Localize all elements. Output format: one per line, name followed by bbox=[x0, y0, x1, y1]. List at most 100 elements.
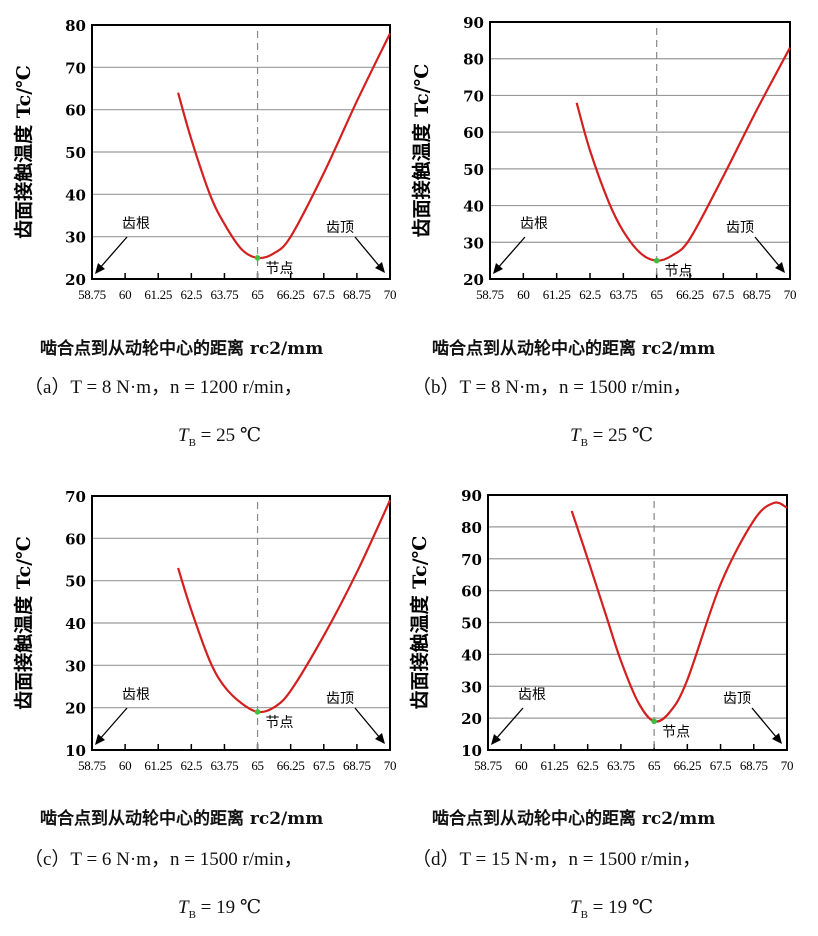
caption-d-line2: TB = 19 ℃ bbox=[570, 897, 654, 921]
y-tick-label: 40 bbox=[463, 198, 484, 216]
tip-arrowhead bbox=[775, 262, 785, 273]
tip-label: 齿顶 bbox=[326, 220, 354, 236]
x-tick-label: 67.5 bbox=[710, 758, 732, 773]
node-point bbox=[254, 709, 261, 715]
xlabel-b: 啮合点到从动轮中心的距离 rc2/mm bbox=[432, 339, 716, 359]
caption-b-line2: TB = 25 ℃ bbox=[570, 425, 654, 449]
root-arrow bbox=[494, 707, 524, 741]
node-point bbox=[653, 257, 660, 264]
y-tick-label: 30 bbox=[461, 678, 482, 696]
x-tick-label: 63.75 bbox=[609, 287, 637, 302]
node-label: 节点 bbox=[266, 261, 294, 277]
x-tick-label: 66.25 bbox=[676, 287, 704, 302]
root-arrow bbox=[496, 236, 526, 270]
x-tick-label: 65 bbox=[251, 758, 263, 773]
root-label: 齿根 bbox=[518, 687, 546, 703]
root-arrowhead bbox=[95, 263, 105, 274]
tip-arrow bbox=[754, 236, 781, 268]
x-tick-label: 70 bbox=[781, 758, 793, 773]
xlabel-d: 啮合点到从动轮中心的距离 rc2/mm bbox=[432, 809, 716, 829]
tip-arrow bbox=[751, 707, 778, 739]
temperature-curve bbox=[575, 47, 791, 262]
x-tick-label: 67.5 bbox=[313, 287, 335, 302]
y-tick-label: 40 bbox=[461, 646, 482, 664]
y-tick-label: 40 bbox=[65, 615, 86, 633]
root-label: 齿根 bbox=[122, 216, 150, 232]
x-tick-label: 67.5 bbox=[713, 287, 735, 302]
x-tick-label: 61.25 bbox=[144, 758, 172, 773]
x-tick-label: 65 bbox=[650, 287, 662, 302]
plot-frame bbox=[91, 495, 391, 751]
x-tick-label: 62.5 bbox=[579, 287, 601, 302]
y-tick-label: 70 bbox=[65, 488, 86, 506]
y-tick-label: 30 bbox=[463, 234, 484, 252]
y-tick-label: 40 bbox=[65, 186, 86, 204]
tip-label: 齿顶 bbox=[723, 691, 751, 707]
plot-frame bbox=[489, 21, 791, 280]
plot-frame bbox=[487, 494, 788, 751]
tip-arrowhead bbox=[375, 733, 385, 744]
xlabel-c: 啮合点到从动轮中心的距离 rc2/mm bbox=[40, 809, 324, 829]
root-arrowhead bbox=[493, 263, 503, 274]
caption-c-line2: TB = 19 ℃ bbox=[178, 897, 262, 921]
caption-a-line1: （a）T = 8 N·m，n = 1200 r/min， bbox=[24, 377, 303, 398]
x-tick-label: 66.25 bbox=[277, 287, 305, 302]
y-tick-label: 50 bbox=[463, 161, 484, 179]
y-tick-label: 70 bbox=[461, 551, 482, 569]
x-tick-label: 60 bbox=[517, 287, 529, 302]
tip-arrow bbox=[354, 236, 381, 268]
y-axis-label: 齿面接触温度 Tc/℃ bbox=[410, 64, 433, 238]
plot-frame bbox=[91, 24, 391, 280]
y-tick-label: 90 bbox=[461, 487, 482, 505]
y-axis-label: 齿面接触温度 Tc/℃ bbox=[12, 536, 35, 710]
x-tick-label: 68.75 bbox=[343, 287, 371, 302]
root-arrowhead bbox=[95, 734, 105, 745]
x-tick-label: 60 bbox=[119, 287, 131, 302]
x-tick-label: 61.25 bbox=[543, 287, 571, 302]
x-tick-label: 58.75 bbox=[78, 287, 106, 302]
chart-b: 20 30 40 50 60 70 80 90 58.75 60 61.25 62.5 63.75 65 6… bbox=[410, 14, 797, 302]
x-tick-label: 65 bbox=[648, 758, 660, 773]
xlabel-a: 啮合点到从动轮中心的距离 rc2/mm bbox=[40, 339, 324, 359]
y-tick-label: 30 bbox=[65, 657, 86, 675]
caption-b-line1: （b）T = 8 N·m，n = 1500 r/min， bbox=[412, 377, 692, 398]
temperature-curve bbox=[177, 499, 391, 714]
x-tick-label: 66.25 bbox=[673, 758, 701, 773]
caption-c-line1: （c）T = 6 N·m，n = 1500 r/min， bbox=[24, 849, 303, 870]
root-label: 齿根 bbox=[122, 687, 150, 703]
chart-a: 20 30 40 50 60 70 80 58.75 60 61.25 62.5 63.75 65 66.… bbox=[12, 17, 397, 302]
x-tick-label: 62.5 bbox=[181, 287, 203, 302]
tip-label: 齿顶 bbox=[726, 220, 754, 236]
caption-d-line1: （d）T = 15 N·m，n = 1500 r/min， bbox=[412, 849, 702, 870]
x-tick-label: 60 bbox=[119, 758, 131, 773]
y-tick-label: 60 bbox=[463, 124, 484, 142]
x-tick-label: 58.75 bbox=[78, 758, 106, 773]
chart-d: 10 20 30 40 50 60 70 80 90 58.75 60 61.25 62.5 63.75 6… bbox=[408, 487, 794, 773]
x-tick-label: 60 bbox=[515, 758, 527, 773]
x-tick-label: 68.75 bbox=[343, 758, 371, 773]
x-tick-label: 70 bbox=[384, 758, 396, 773]
node-point bbox=[254, 255, 261, 261]
y-tick-label: 90 bbox=[463, 14, 484, 32]
y-tick-label: 70 bbox=[65, 59, 86, 77]
x-tick-label: 58.75 bbox=[474, 758, 502, 773]
y-tick-label: 10 bbox=[65, 742, 86, 760]
tip-arrowhead bbox=[375, 262, 385, 273]
node-label: 节点 bbox=[266, 715, 294, 731]
x-tick-label: 67.5 bbox=[313, 758, 335, 773]
y-tick-label: 20 bbox=[463, 271, 484, 289]
node-label: 节点 bbox=[662, 724, 690, 740]
x-tick-label: 63.75 bbox=[607, 758, 635, 773]
node-label: 节点 bbox=[665, 264, 693, 280]
y-tick-label: 20 bbox=[461, 710, 482, 728]
tip-arrow bbox=[354, 707, 381, 739]
caption-a-line2: TB = 25 ℃ bbox=[178, 425, 262, 449]
x-tick-label: 63.75 bbox=[211, 287, 239, 302]
y-tick-label: 60 bbox=[65, 102, 86, 120]
root-arrow bbox=[98, 236, 128, 270]
y-axis-label: 齿面接触温度 Tc/℃ bbox=[12, 65, 35, 239]
y-tick-label: 50 bbox=[65, 144, 86, 162]
x-tick-label: 61.25 bbox=[541, 758, 569, 773]
x-tick-label: 66.25 bbox=[277, 758, 305, 773]
